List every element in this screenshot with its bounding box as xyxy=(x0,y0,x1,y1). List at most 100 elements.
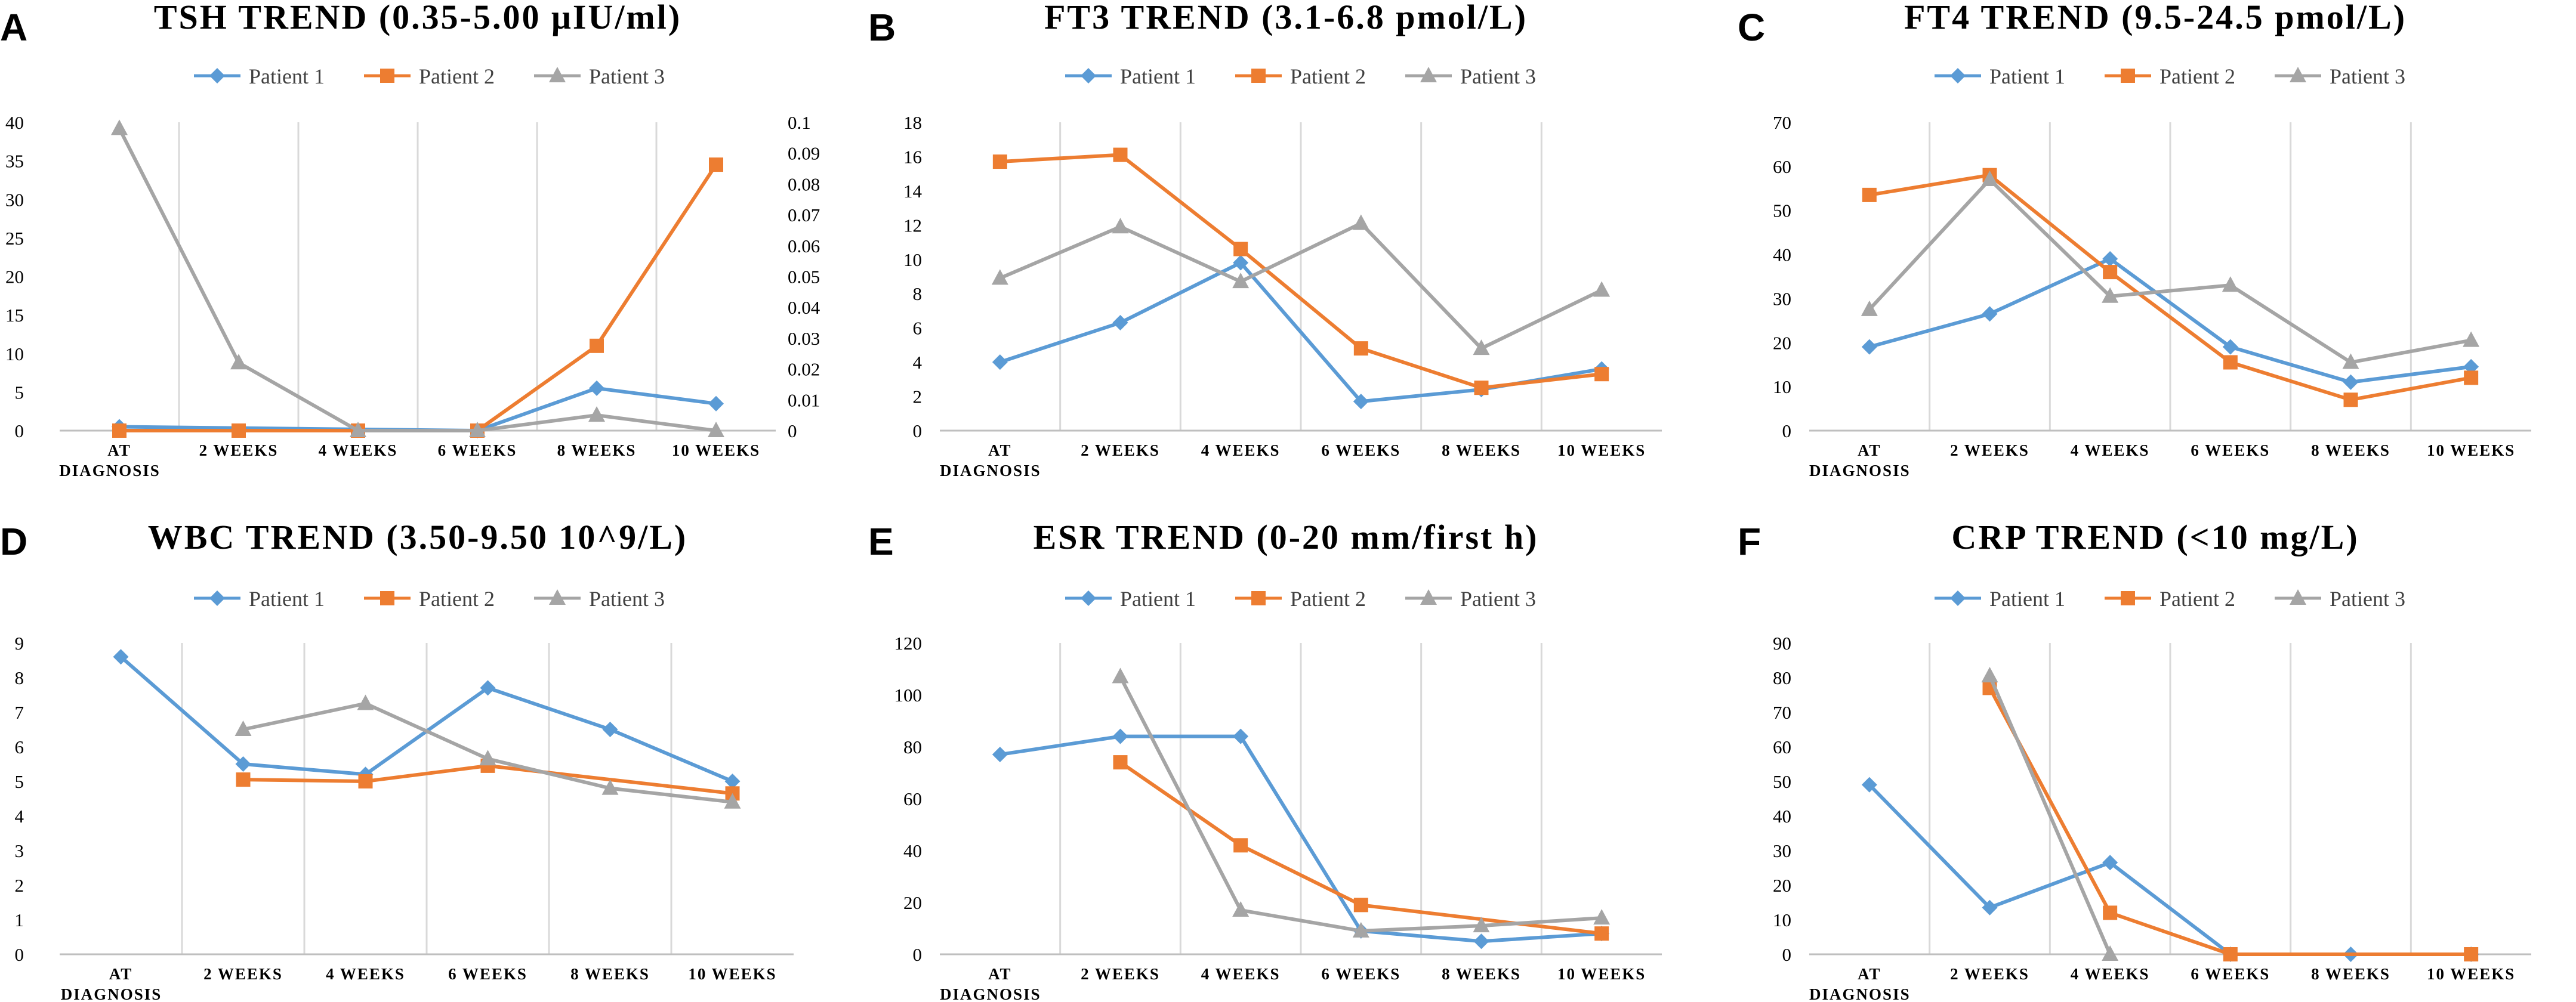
y-tick-label: 0 xyxy=(15,944,24,965)
x-category-label-line: AT xyxy=(109,965,133,983)
data-point xyxy=(1112,315,1128,331)
legend-entry-label: Patient 3 xyxy=(589,64,665,88)
data-point xyxy=(1353,394,1369,410)
x-category-label-line: DIAGNOSIS xyxy=(940,462,1041,480)
chart-panel-F: F CRP TREND (<10 mg/L) 0 10 20 30 40 50 60 70 80 90… xyxy=(1738,518,2531,1002)
data-point xyxy=(235,756,251,772)
data-point xyxy=(1232,901,1250,917)
x-category-label: 8 WEEKS xyxy=(1442,965,1521,983)
panel-letter: C xyxy=(1738,6,1765,49)
x-category-label: AT DIAGNOSIS xyxy=(940,965,1041,1002)
data-point xyxy=(236,772,251,787)
y2-tick-label: 0.03 xyxy=(788,328,820,349)
data-point xyxy=(2103,905,2118,920)
y2-tick-label: 0.07 xyxy=(788,205,820,225)
y-tick-label: 9 xyxy=(15,633,24,654)
data-point xyxy=(1113,755,1128,770)
x-category-label: 10 WEEKS xyxy=(1557,441,1646,459)
x-category-label: 2 WEEKS xyxy=(1081,441,1160,459)
y-tick-label: 1 xyxy=(15,910,24,930)
x-category-label-line: DIAGNOSIS xyxy=(940,985,1041,1002)
y-tick-label: 0 xyxy=(913,944,923,965)
data-point xyxy=(1594,367,1609,382)
y-tick-label: 60 xyxy=(1773,156,1791,177)
y-tick-label: 0 xyxy=(1782,420,1792,441)
series-line xyxy=(1869,173,2472,402)
legend-marker xyxy=(1420,67,1437,82)
legend-marker xyxy=(209,68,225,84)
legend: Patient 1 Patient 2 Patient 3 xyxy=(1935,64,2405,88)
data-point xyxy=(1861,339,1877,355)
y-tick-label: 30 xyxy=(1773,840,1791,861)
data-point xyxy=(724,793,741,809)
panel-letter: E xyxy=(868,520,894,563)
series-patient-3 xyxy=(111,119,724,437)
y-tick-label: 30 xyxy=(5,189,24,210)
y2-tick-label: 0.09 xyxy=(788,143,820,164)
legend-marker xyxy=(2290,589,2306,605)
chart-title: CRP TREND (<10 mg/L) xyxy=(1951,518,2359,556)
x-category-label: 4 WEEKS xyxy=(1201,441,1281,459)
data-point xyxy=(590,338,604,353)
y-tick-label: 35 xyxy=(5,151,24,172)
data-point xyxy=(1593,281,1611,297)
x-category-label: 6 WEEKS xyxy=(438,441,517,459)
legend: Patient 1 Patient 2 Patient 3 xyxy=(1065,64,1536,88)
data-point xyxy=(2102,855,2118,871)
panel-letter: D xyxy=(0,520,27,563)
y-tick-label: 120 xyxy=(894,633,923,654)
data-point xyxy=(1862,187,1877,202)
legend-marker xyxy=(549,67,566,82)
y2-tick-label: 0.06 xyxy=(788,236,820,256)
x-category-label: 2 WEEKS xyxy=(199,441,279,459)
y-tick-label: 50 xyxy=(1773,200,1791,221)
legend-entry-label: Patient 1 xyxy=(1989,587,2065,611)
chart-title: FT4 TREND (9.5-24.5 pmol/L) xyxy=(1904,0,2407,36)
data-point xyxy=(992,747,1008,763)
legend-entry-label: Patient 1 xyxy=(1120,64,1196,88)
series-patient-3 xyxy=(1112,667,1611,938)
data-point xyxy=(232,423,246,438)
y-tick-label: 30 xyxy=(1773,288,1791,309)
chart-title: FT3 TREND (3.1-6.8 pmol/L) xyxy=(1044,0,1528,36)
x-category-label: AT DIAGNOSIS xyxy=(940,441,1041,480)
data-point xyxy=(2464,947,2479,961)
legend-marker xyxy=(2121,69,2135,83)
data-point xyxy=(992,154,1007,169)
x-category-label: 2 WEEKS xyxy=(1081,965,1160,983)
data-point xyxy=(480,680,496,696)
data-point xyxy=(2343,374,2359,390)
y2-tick-label: 0.02 xyxy=(788,359,820,380)
data-point xyxy=(1473,933,1489,950)
x-category-label: 10 WEEKS xyxy=(672,441,760,459)
x-category-label-line: AT xyxy=(107,441,131,459)
data-point xyxy=(2222,339,2238,355)
x-category-label: 2 WEEKS xyxy=(1950,965,2029,983)
y-tick-label: 50 xyxy=(1773,771,1791,792)
series-line xyxy=(1988,686,2472,956)
x-category-label: 10 WEEKS xyxy=(1557,965,1646,983)
x-category-label: 4 WEEKS xyxy=(2071,965,2150,983)
panel-letter: F xyxy=(1738,520,1761,563)
legend-marker xyxy=(2121,591,2135,605)
legend-marker xyxy=(380,591,394,605)
y-tick-label: 0 xyxy=(913,420,923,441)
y-tick-label: 14 xyxy=(903,181,923,202)
x-category-label: 4 WEEKS xyxy=(1201,965,1281,983)
y2-tick-label: 0.04 xyxy=(788,297,820,318)
data-point xyxy=(1353,898,1368,913)
chart-title: ESR TREND (0-20 mm/first h) xyxy=(1034,518,1539,556)
series-patient-1 xyxy=(1861,250,2479,390)
y2-tick-label: 0 xyxy=(788,420,797,441)
data-point xyxy=(2222,276,2239,292)
data-point xyxy=(2463,331,2480,347)
data-point xyxy=(230,354,247,370)
data-point xyxy=(991,269,1008,285)
series-patient-3 xyxy=(1981,667,2119,961)
y-tick-label: 4 xyxy=(913,352,923,373)
chart-panel-A: A TSH TREND (0.35-5.00 μIU/ml) 0 5 10 15 20 25 3… xyxy=(0,0,820,480)
series-line xyxy=(119,386,717,432)
y-tick-label: 6 xyxy=(913,318,923,339)
legend-entry-label: Patient 1 xyxy=(249,64,325,88)
